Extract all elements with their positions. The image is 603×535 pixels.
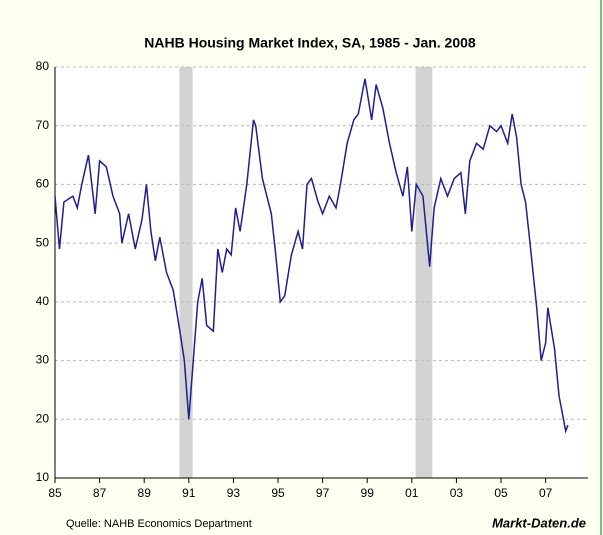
x-tick-label: 99 (361, 486, 375, 500)
y-tick-label: 50 (36, 235, 50, 249)
y-tick-label: 70 (36, 118, 50, 132)
line-series (54, 78, 569, 434)
x-tick-label: 87 (93, 486, 107, 500)
y-tick-label: 20 (36, 411, 50, 425)
x-tick-label: 93 (227, 486, 241, 500)
y-tick-label: 60 (36, 177, 50, 191)
x-tick-label: 01 (405, 486, 419, 500)
x-tick-label: 05 (494, 486, 508, 500)
plot-area (55, 67, 588, 478)
x-tick-label: 97 (316, 486, 330, 500)
y-tick-label: 30 (36, 353, 50, 367)
x-tick-label: 95 (271, 486, 285, 500)
x-tick-label: 85 (48, 486, 62, 500)
x-tick-label: 91 (182, 486, 196, 500)
recession-band (179, 67, 193, 478)
chart-title: NAHB Housing Market Index, SA, 1985 - Ja… (144, 35, 476, 51)
source: Quelle: NAHB Economics Department (66, 518, 252, 530)
y-tick-label: 80 (36, 59, 50, 73)
x-tick-label: 89 (138, 486, 152, 500)
y-tick-label: 40 (36, 294, 50, 308)
recession-band (415, 67, 433, 478)
x-tick-label: 03 (450, 486, 464, 500)
brand: Markt-Daten.de (492, 515, 586, 530)
y-tick-label: 10 (36, 470, 50, 484)
x-tick-label: 07 (539, 486, 553, 500)
